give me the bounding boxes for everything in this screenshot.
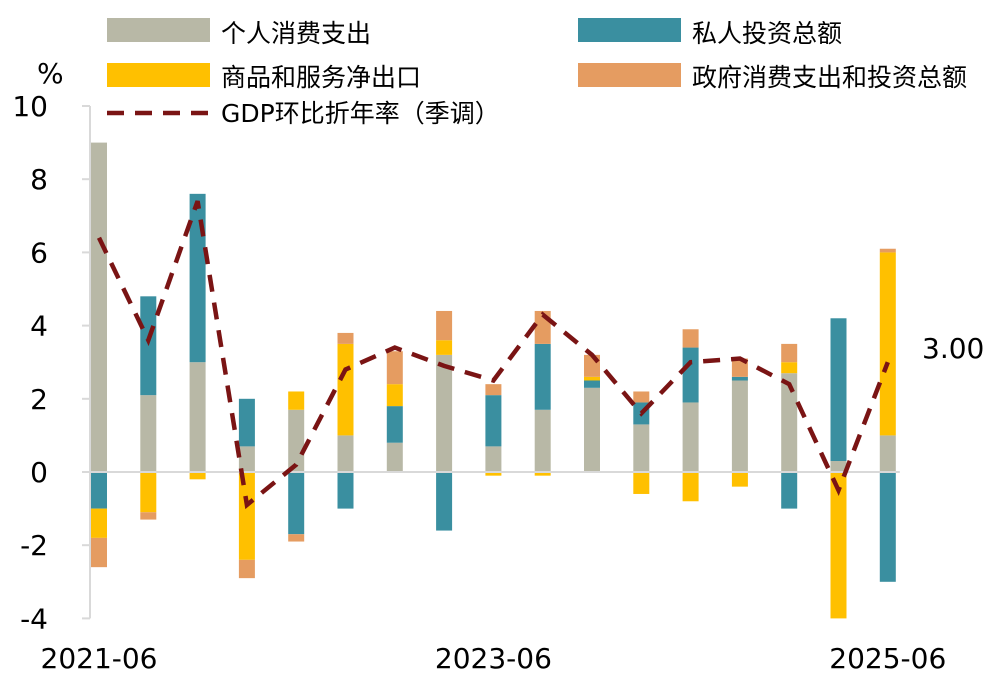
x-tick-label: 2021-06 (41, 642, 158, 675)
bar-segment (633, 472, 650, 494)
x-tick-label: 2023-06 (435, 642, 552, 675)
bar-segment (91, 537, 107, 568)
legend-swatch (578, 18, 681, 42)
bar-segment (682, 402, 699, 472)
bar-segment (140, 472, 157, 513)
bar-segment (781, 362, 798, 374)
gdp-line-layer (96, 200, 890, 510)
bars (91, 142, 896, 619)
legend-swatch (107, 18, 210, 42)
y-tick-label: 4 (30, 310, 48, 343)
bar-segment (238, 559, 255, 579)
bar-segment (584, 376, 600, 381)
bar-segment (140, 296, 157, 396)
bar-segment (584, 380, 600, 388)
bar-segment (485, 446, 502, 472)
y-unit-label: % (37, 57, 64, 90)
bar-segment (288, 409, 305, 472)
bar-segment (337, 472, 354, 509)
bar-segment (436, 472, 453, 531)
bar-segment (189, 362, 206, 472)
bar-segment (682, 347, 699, 403)
y-axis: -4 -2 0 2 4 6 8 10 (12, 90, 91, 635)
y-tick-label: 6 (30, 236, 48, 269)
bar-segment (337, 343, 354, 436)
bar-segment (879, 435, 896, 472)
bar-segment (584, 387, 600, 472)
legend-label: GDP环比折年率（季调） (221, 99, 500, 128)
bar-segment (485, 472, 502, 476)
legend-swatch (578, 63, 681, 87)
bar-segment (731, 472, 748, 487)
legend-label: 商品和服务净出口 (221, 63, 421, 92)
legend-swatch (107, 63, 210, 87)
bar-segment (91, 142, 107, 472)
bar-segment (534, 343, 551, 410)
bar-segment (682, 472, 699, 502)
bar-segment (386, 442, 403, 472)
x-axis: 2021-06 2023-06 2025-06 (41, 642, 947, 675)
bar-segment (337, 332, 354, 344)
legend-label: 政府消费支出和投资总额 (692, 63, 967, 92)
bar-segment (633, 424, 650, 472)
bar-segment (386, 406, 403, 443)
bar-segment (91, 508, 107, 538)
bar-segment (879, 248, 896, 253)
bar-segment (436, 354, 453, 472)
bar-segment (830, 461, 847, 472)
y-tick-label: -4 (20, 602, 48, 635)
bar-segment (781, 373, 798, 472)
bar-segment (238, 398, 255, 447)
bar-segment (731, 376, 748, 381)
bar-segment (140, 395, 157, 472)
y-tick-label: 8 (30, 163, 48, 196)
bar-segment (879, 472, 896, 582)
legend-label: 个人消费支出 (221, 19, 371, 48)
bar-segment (238, 472, 255, 560)
bar-segment (485, 395, 502, 447)
bar-segment (781, 472, 798, 509)
bar-segment (534, 409, 551, 472)
bar-segment (288, 391, 305, 410)
bar-segment (633, 391, 650, 403)
x-tick-label: 2025-06 (829, 642, 946, 675)
bar-segment (879, 252, 896, 436)
bar-segment (485, 384, 502, 396)
y-tick-label: 0 (30, 456, 48, 489)
bar-segment (189, 193, 206, 363)
y-tick-label: -2 (20, 529, 48, 562)
bar-segment (238, 446, 255, 472)
bar-segment (436, 310, 453, 341)
bar-segment (140, 512, 157, 520)
bar-segment (288, 472, 305, 535)
annotations: 3.00 (922, 332, 984, 365)
gdp-value-annotation: 3.00 (922, 332, 984, 365)
bar-segment (386, 384, 403, 407)
bar-segment (436, 340, 453, 355)
legend-label: 私人投资总额 (692, 19, 842, 48)
bar-segment (337, 435, 354, 472)
bar-segment (189, 472, 206, 480)
gdp-line (96, 200, 890, 510)
bar-segment (731, 380, 748, 472)
bar-segment (534, 472, 551, 476)
bar-segment (830, 318, 847, 462)
bar-segment (91, 472, 107, 509)
y-tick-label: 2 (30, 383, 48, 416)
bar-segment (682, 329, 699, 348)
bar-segment (386, 351, 403, 385)
bar-segment (781, 343, 798, 363)
bar-segment (830, 472, 847, 619)
y-tick-label: 10 (12, 90, 48, 123)
bar-segment (288, 534, 305, 542)
